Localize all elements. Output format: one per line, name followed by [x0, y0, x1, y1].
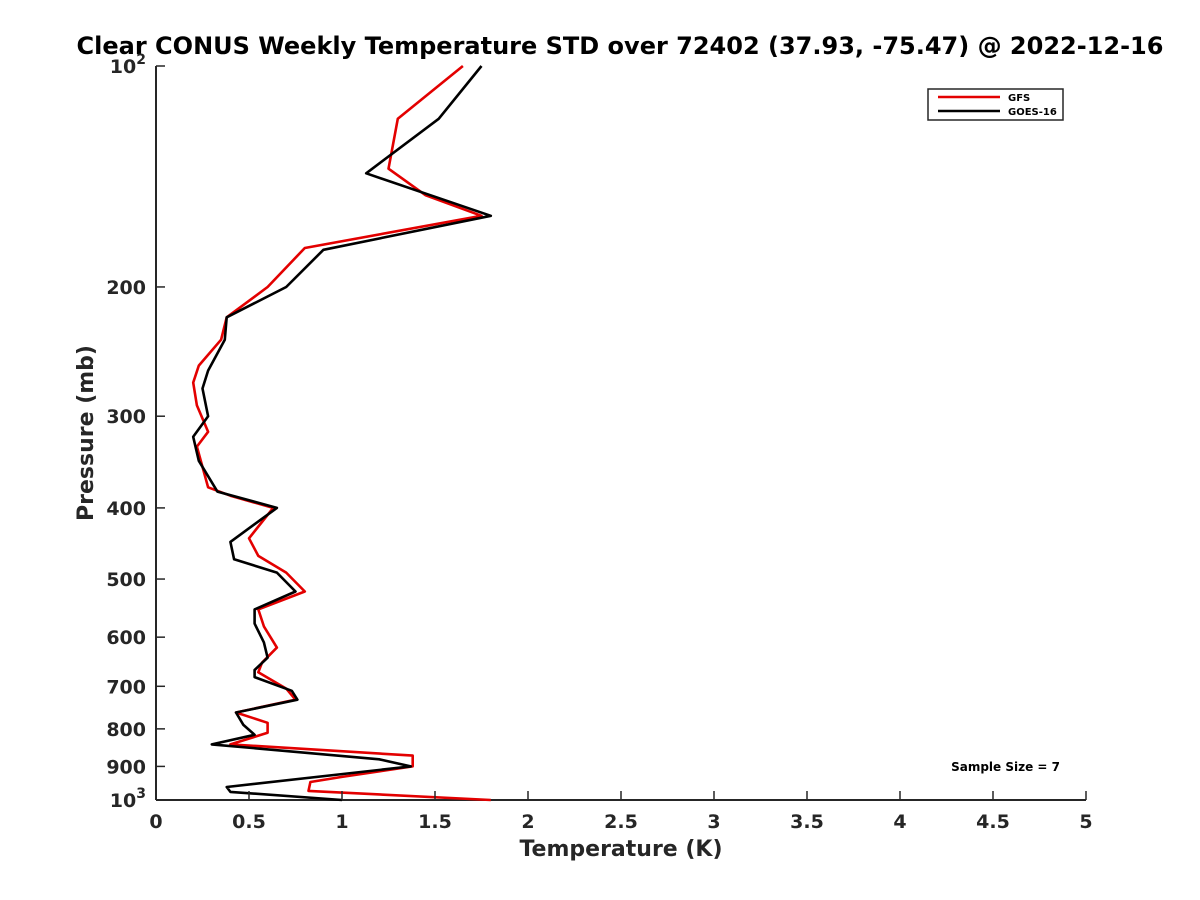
- legend: GFS GOES-16: [927, 88, 1064, 121]
- x-tick-label: 0.5: [232, 811, 266, 833]
- x-tick-label: 4: [893, 811, 906, 833]
- x-tick-label: 5: [1079, 811, 1092, 833]
- x-tick-label: 2.5: [604, 811, 638, 833]
- chart-title: Clear CONUS Weekly Temperature STD over …: [77, 32, 1164, 60]
- y-tick-label: 200: [106, 277, 146, 299]
- plot-area: [155, 64, 1086, 802]
- x-axis-ticks: 0 0.5 1 1.5 2 2.5 3 3.5 4 4.5 5: [149, 791, 1093, 833]
- x-tick-label: 3: [707, 811, 720, 833]
- x-tick-label: 4.5: [976, 811, 1010, 833]
- y-tick-label: 400: [106, 498, 146, 520]
- x-tick-label: 1: [335, 811, 348, 833]
- legend-box: [927, 88, 1064, 121]
- legend-label-goes: GOES-16: [1008, 107, 1057, 118]
- legend-label-gfs: GFS: [1008, 93, 1030, 104]
- y-tick-label: 300: [106, 406, 146, 428]
- series-line-gfs: [191, 64, 491, 802]
- y-tick-label: 800: [106, 719, 146, 741]
- y-tick-label: 103: [110, 786, 146, 812]
- y-tick-label: 500: [106, 569, 146, 591]
- series-line-goes-16: [191, 65, 493, 802]
- x-tick-label: 2: [521, 811, 534, 833]
- series-group: [191, 64, 493, 802]
- x-tick-label: 3.5: [790, 811, 824, 833]
- x-tick-label: 1.5: [418, 811, 452, 833]
- y-axis-ticks: 102 200 300 400 500 600 700 800 900 103: [106, 52, 165, 812]
- y-tick-label: 900: [106, 756, 146, 778]
- sample-size-annotation: Sample Size = 7: [951, 760, 1060, 774]
- x-tick-label: 0: [149, 811, 162, 833]
- y-tick-label: 102: [110, 52, 146, 78]
- y-axis-label: Pressure (mb): [74, 345, 99, 521]
- x-axis-label: Temperature (K): [519, 837, 722, 862]
- y-tick-label: 600: [106, 627, 146, 649]
- y-tick-label: 700: [106, 676, 146, 698]
